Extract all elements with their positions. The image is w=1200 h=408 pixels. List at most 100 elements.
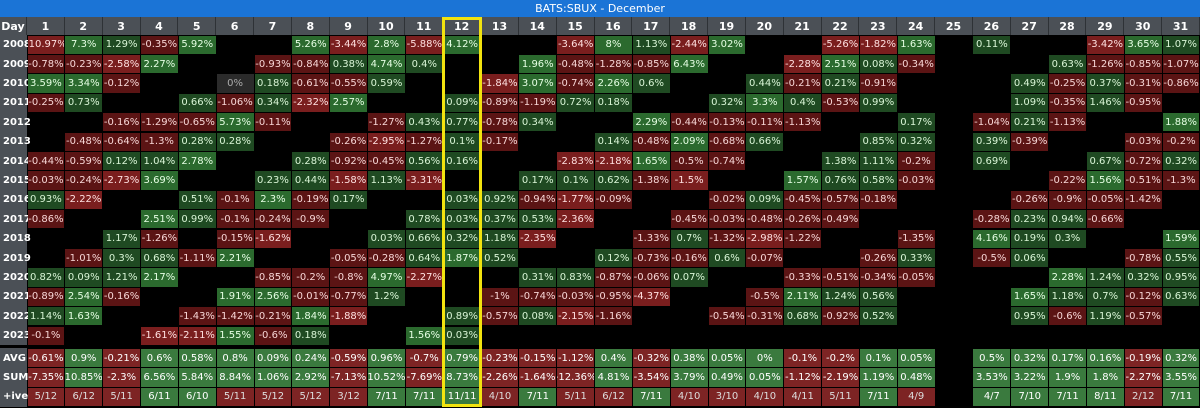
summary-SUM-day-24: 0.48% [897, 368, 935, 387]
cell-2016-day-22: -0.57% [822, 190, 859, 210]
cell-2010-day-8: -0.61% [292, 74, 330, 93]
cell-2009-day-15: -0.48% [557, 54, 595, 74]
cell-2009-day-29: -1.26% [1086, 54, 1124, 74]
cell-2021-day-30: -0.12% [1124, 287, 1162, 307]
cell-2022-day-9: -1.88% [330, 307, 368, 326]
cell-2010-day-7: 0.18% [254, 74, 292, 93]
cell-2010-day-16: 2.26% [595, 74, 632, 93]
cell-2015-day-11: -3.31% [405, 171, 443, 190]
cell-2017-day-21: -0.26% [784, 210, 822, 229]
summary-SUM-day-1: -7.35% [27, 368, 65, 387]
cell-2013-day-23: 0.85% [859, 132, 897, 151]
year-label-2018: 2018 [0, 229, 31, 249]
summary-+ive-day-19: 3/10 [708, 387, 746, 407]
cell-2016-day-16: -0.09% [595, 190, 632, 210]
day-header-22: 22 [821, 17, 860, 35]
summary-+ive-day-12: 11/11 [443, 387, 481, 407]
cell-2022-day-19: -0.54% [708, 307, 746, 326]
cell-2017-day-14: 0.53% [519, 210, 557, 229]
year-label-2022: 2022 [0, 306, 31, 326]
cell-2015-day-15: 0.1% [557, 171, 595, 190]
cell-2017-day-8: -0.9% [292, 210, 330, 229]
cell-2022-day-29: 1.19% [1086, 307, 1124, 326]
cell-2020-day-30: 0.32% [1124, 268, 1162, 287]
cell-2014-day-15: -2.83% [557, 151, 595, 171]
cell-2022-day-23: 0.52% [859, 307, 897, 326]
cell-2010-day-20: 0.44% [746, 74, 784, 93]
year-label-2012: 2012 [0, 112, 31, 132]
summary-AVG-day-21: -0.1% [784, 348, 822, 368]
cell-2013-day-24: 0.32% [897, 132, 935, 151]
cell-2019-day-2: -1.01% [65, 248, 103, 268]
cell-2009-day-14: 1.96% [519, 54, 557, 74]
cell-2013-day-2: -0.48% [65, 132, 103, 151]
year-label-2008: 2008 [0, 35, 31, 55]
summary-+ive-day-21: 4/11 [784, 387, 822, 407]
summary-SUM-day-15: -12.36% [557, 368, 595, 387]
day-header-27: 27 [1010, 17, 1049, 35]
cell-2009-day-7: -0.93% [254, 54, 292, 74]
summary-AVG-day-9: -0.59% [330, 348, 368, 368]
cell-2018-day-27: 0.19% [1011, 229, 1049, 248]
summary-SUM-day-13: -2.26% [481, 368, 519, 387]
cell-2022-day-2: 1.63% [65, 307, 103, 326]
cell-2021-day-27: 1.65% [1011, 287, 1049, 307]
summary-label-+ive: +ive [0, 387, 28, 407]
cell-2023-day-6: 1.55% [216, 326, 254, 345]
cell-2013-day-26: 0.39% [973, 132, 1011, 151]
cell-2009-day-17: -0.85% [632, 54, 670, 74]
summary-+ive-day-1: 5/12 [27, 387, 65, 407]
cell-2017-day-4: 2.51% [141, 210, 178, 229]
cell-2009-day-28: 0.63% [1049, 54, 1086, 74]
cell-2021-day-2: 2.54% [65, 287, 103, 307]
cell-2020-day-29: 1.24% [1086, 268, 1124, 287]
cell-2012-day-11: 0.43% [405, 113, 443, 132]
cell-2017-day-5: 0.99% [178, 210, 216, 229]
cell-2014-day-9: -0.92% [330, 151, 368, 171]
cell-2016-day-30: -1.42% [1124, 190, 1162, 210]
day-header-26: 26 [972, 17, 1011, 35]
cell-2009-day-21: -2.28% [784, 54, 822, 74]
summary-+ive-day-10: 7/11 [368, 387, 405, 407]
summary-AVG-day-18: 0.38% [670, 348, 708, 368]
cell-2021-day-21: 2.11% [784, 287, 822, 307]
cell-2021-day-20: -0.5% [746, 287, 784, 307]
cell-2012-day-18: -0.44% [670, 113, 708, 132]
cell-2011-day-16: 0.18% [595, 93, 632, 113]
cell-2020-day-1: 0.82% [27, 268, 65, 287]
cell-2014-day-29: 0.67% [1086, 151, 1124, 171]
cell-2020-day-31: 0.95% [1162, 268, 1200, 287]
summary-+ive-day-16: 6/12 [595, 387, 632, 407]
cell-2008-day-18: -2.44% [670, 35, 708, 54]
cell-2023-day-1: -0.1% [27, 326, 65, 345]
cell-2014-day-2: -0.59% [65, 151, 103, 171]
summary-+ive-day-15: 5/11 [557, 387, 595, 407]
summary-SUM-day-30: -2.27% [1124, 368, 1162, 387]
year-label-2013: 2013 [0, 132, 31, 152]
cell-2008-day-3: 1.29% [103, 35, 140, 54]
summary-SUM-day-14: -1.64% [519, 368, 557, 387]
cell-2011-day-15: 0.72% [557, 93, 595, 113]
summary-AVG-day-13: -0.23% [481, 348, 519, 368]
cell-2013-day-3: -0.64% [103, 132, 140, 151]
cell-2021-day-8: -0.01% [292, 287, 330, 307]
cell-2019-day-23: -0.26% [859, 248, 897, 268]
day-header-25: 25 [935, 17, 973, 35]
summary-+ive-day-17: 7/11 [632, 387, 670, 407]
cell-2018-day-11: 0.66% [405, 229, 443, 248]
year-label-2014: 2014 [0, 151, 31, 171]
cell-2008-day-11: -5.88% [405, 35, 443, 54]
cell-2023-day-12: 0.03% [443, 326, 481, 345]
summary-AVG-day-23: 0.1% [859, 348, 897, 368]
cell-2008-day-9: -3.44% [330, 35, 368, 54]
cell-2017-day-18: -0.45% [670, 210, 708, 229]
cell-2015-day-22: 0.76% [822, 171, 859, 190]
day-header-16: 16 [594, 17, 633, 35]
day-header-4: 4 [140, 17, 179, 35]
cell-2019-day-12: 1.87% [443, 248, 481, 268]
cell-2015-day-21: 1.57% [784, 171, 822, 190]
cell-2013-day-17: -0.48% [632, 132, 670, 151]
summary-SUM-day-28: 1.9% [1049, 368, 1086, 387]
cell-2009-day-30: -0.85% [1124, 54, 1162, 74]
cell-2008-day-29: -3.42% [1086, 35, 1124, 54]
